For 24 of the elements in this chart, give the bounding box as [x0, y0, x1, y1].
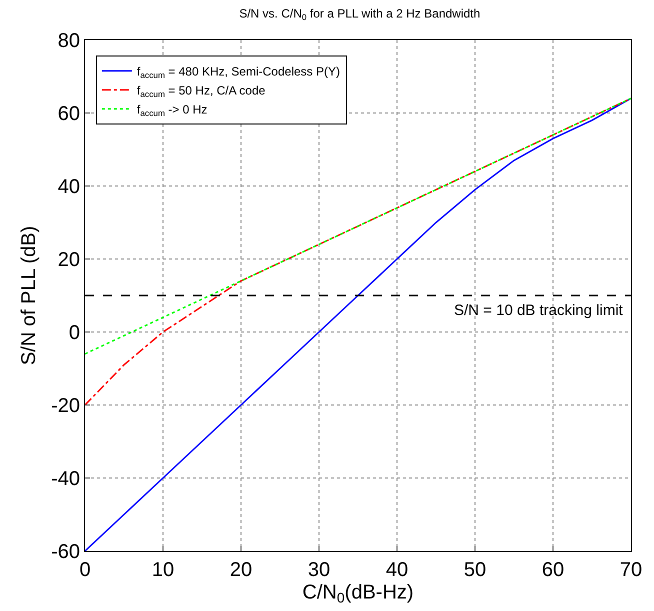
x-tick-label: 70	[620, 559, 642, 581]
y-tick-label: 20	[58, 249, 80, 271]
x-tick-label: 10	[152, 559, 174, 581]
x-tick-label: 40	[386, 559, 408, 581]
x-tick-label: 50	[464, 559, 486, 581]
y-tick-label: 0	[68, 322, 80, 344]
y-tick-label: -60	[51, 541, 80, 563]
line-series	[85, 98, 631, 355]
y-axis-title: S/N of PLL (dB)	[18, 226, 40, 366]
x-tick-label: 60	[542, 559, 564, 581]
x-tick-label: 20	[230, 559, 252, 581]
line-series	[85, 98, 631, 551]
y-tick-label: 80	[58, 30, 80, 52]
x-tick-label: 30	[308, 559, 330, 581]
ref-line-label: S/N = 10 dB tracking limit	[454, 302, 624, 319]
legend-label: f$_{accum}$ -> 0 Hz	[136, 102, 208, 118]
chart-title: S/N vs. C/N$_{0}$ for a PLL with a 2 Hz Bandwidth	[239, 6, 480, 22]
legend-label: f$_{accum}$ = 480 KHz, Semi-Codeless P(Y)	[136, 64, 340, 80]
legend-label: f$_{accum}$ = 50 Hz, C/A code	[136, 84, 266, 100]
x-axis-title: C/N$_{0}$(dB-Hz)	[302, 582, 414, 606]
y-tick-label: -20	[51, 395, 80, 417]
y-tick-label: -40	[51, 468, 80, 490]
y-tick-label: 40	[58, 176, 80, 198]
y-tick-label: 60	[58, 103, 80, 125]
